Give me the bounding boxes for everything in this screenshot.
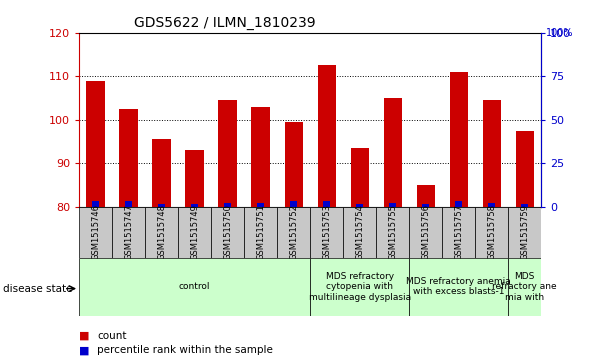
Bar (409, 207, 442, 258)
Text: GSM1515748: GSM1515748 (157, 204, 166, 260)
Text: ■: ■ (79, 331, 89, 341)
Bar (178, 207, 211, 258)
Text: MDS refractory anemia
with excess blasts-1: MDS refractory anemia with excess blasts… (406, 277, 511, 297)
Bar (310, 258, 409, 316)
Bar (455, 201, 462, 207)
Text: GSM1515751: GSM1515751 (256, 204, 265, 260)
Bar (185, 150, 204, 207)
Bar (416, 185, 435, 207)
Text: MDS
refractory ane
mia with: MDS refractory ane mia with (492, 272, 557, 302)
Bar (277, 207, 310, 258)
Text: ■: ■ (79, 345, 89, 355)
Bar (389, 203, 396, 207)
Text: GSM1515758: GSM1515758 (487, 204, 496, 260)
Text: GSM1515757: GSM1515757 (454, 204, 463, 260)
Text: control: control (179, 282, 210, 291)
Bar (112, 207, 145, 258)
Text: GSM1515750: GSM1515750 (223, 204, 232, 260)
Bar (350, 148, 368, 207)
Bar (521, 204, 528, 207)
Bar (191, 204, 198, 207)
Bar (343, 207, 376, 258)
Bar (488, 203, 496, 207)
Bar (475, 207, 508, 258)
Text: GSM1515752: GSM1515752 (289, 204, 298, 260)
Bar (79, 258, 310, 316)
Bar (211, 207, 244, 258)
Bar (285, 122, 303, 207)
Text: percentile rank within the sample: percentile rank within the sample (97, 345, 273, 355)
Bar (384, 98, 402, 207)
Text: GSM1515756: GSM1515756 (421, 204, 430, 260)
Text: MDS refractory
cytopenia with
multilineage dysplasia: MDS refractory cytopenia with multilinea… (308, 272, 410, 302)
Bar (376, 207, 409, 258)
Text: GSM1515755: GSM1515755 (388, 204, 397, 260)
Bar (145, 207, 178, 258)
Bar (252, 107, 269, 207)
Bar (508, 207, 541, 258)
Text: count: count (97, 331, 127, 341)
Bar (422, 204, 429, 207)
Text: GDS5622 / ILMN_1810239: GDS5622 / ILMN_1810239 (134, 16, 316, 30)
Bar (125, 201, 132, 207)
Bar (119, 109, 137, 207)
Bar (153, 139, 171, 207)
Bar (516, 131, 534, 207)
Bar (86, 81, 105, 207)
Bar (257, 203, 264, 207)
Text: GSM1515746: GSM1515746 (91, 204, 100, 260)
Bar (323, 201, 330, 207)
Text: GSM1515749: GSM1515749 (190, 204, 199, 260)
Bar (317, 65, 336, 207)
Bar (483, 100, 500, 207)
Text: GSM1515754: GSM1515754 (355, 204, 364, 260)
Bar (290, 201, 297, 207)
Text: GSM1515753: GSM1515753 (322, 204, 331, 260)
Bar (224, 203, 231, 207)
Text: GSM1515759: GSM1515759 (520, 204, 529, 260)
Bar (356, 204, 363, 207)
Bar (92, 201, 99, 207)
Bar (158, 204, 165, 207)
Bar (449, 72, 468, 207)
Bar (79, 207, 112, 258)
Bar (508, 258, 541, 316)
Text: disease state: disease state (3, 284, 72, 294)
Text: GSM1515747: GSM1515747 (124, 204, 133, 260)
Bar (218, 100, 237, 207)
Bar (409, 258, 508, 316)
Text: 100%: 100% (546, 28, 573, 38)
Bar (310, 207, 343, 258)
Bar (442, 207, 475, 258)
Bar (244, 207, 277, 258)
